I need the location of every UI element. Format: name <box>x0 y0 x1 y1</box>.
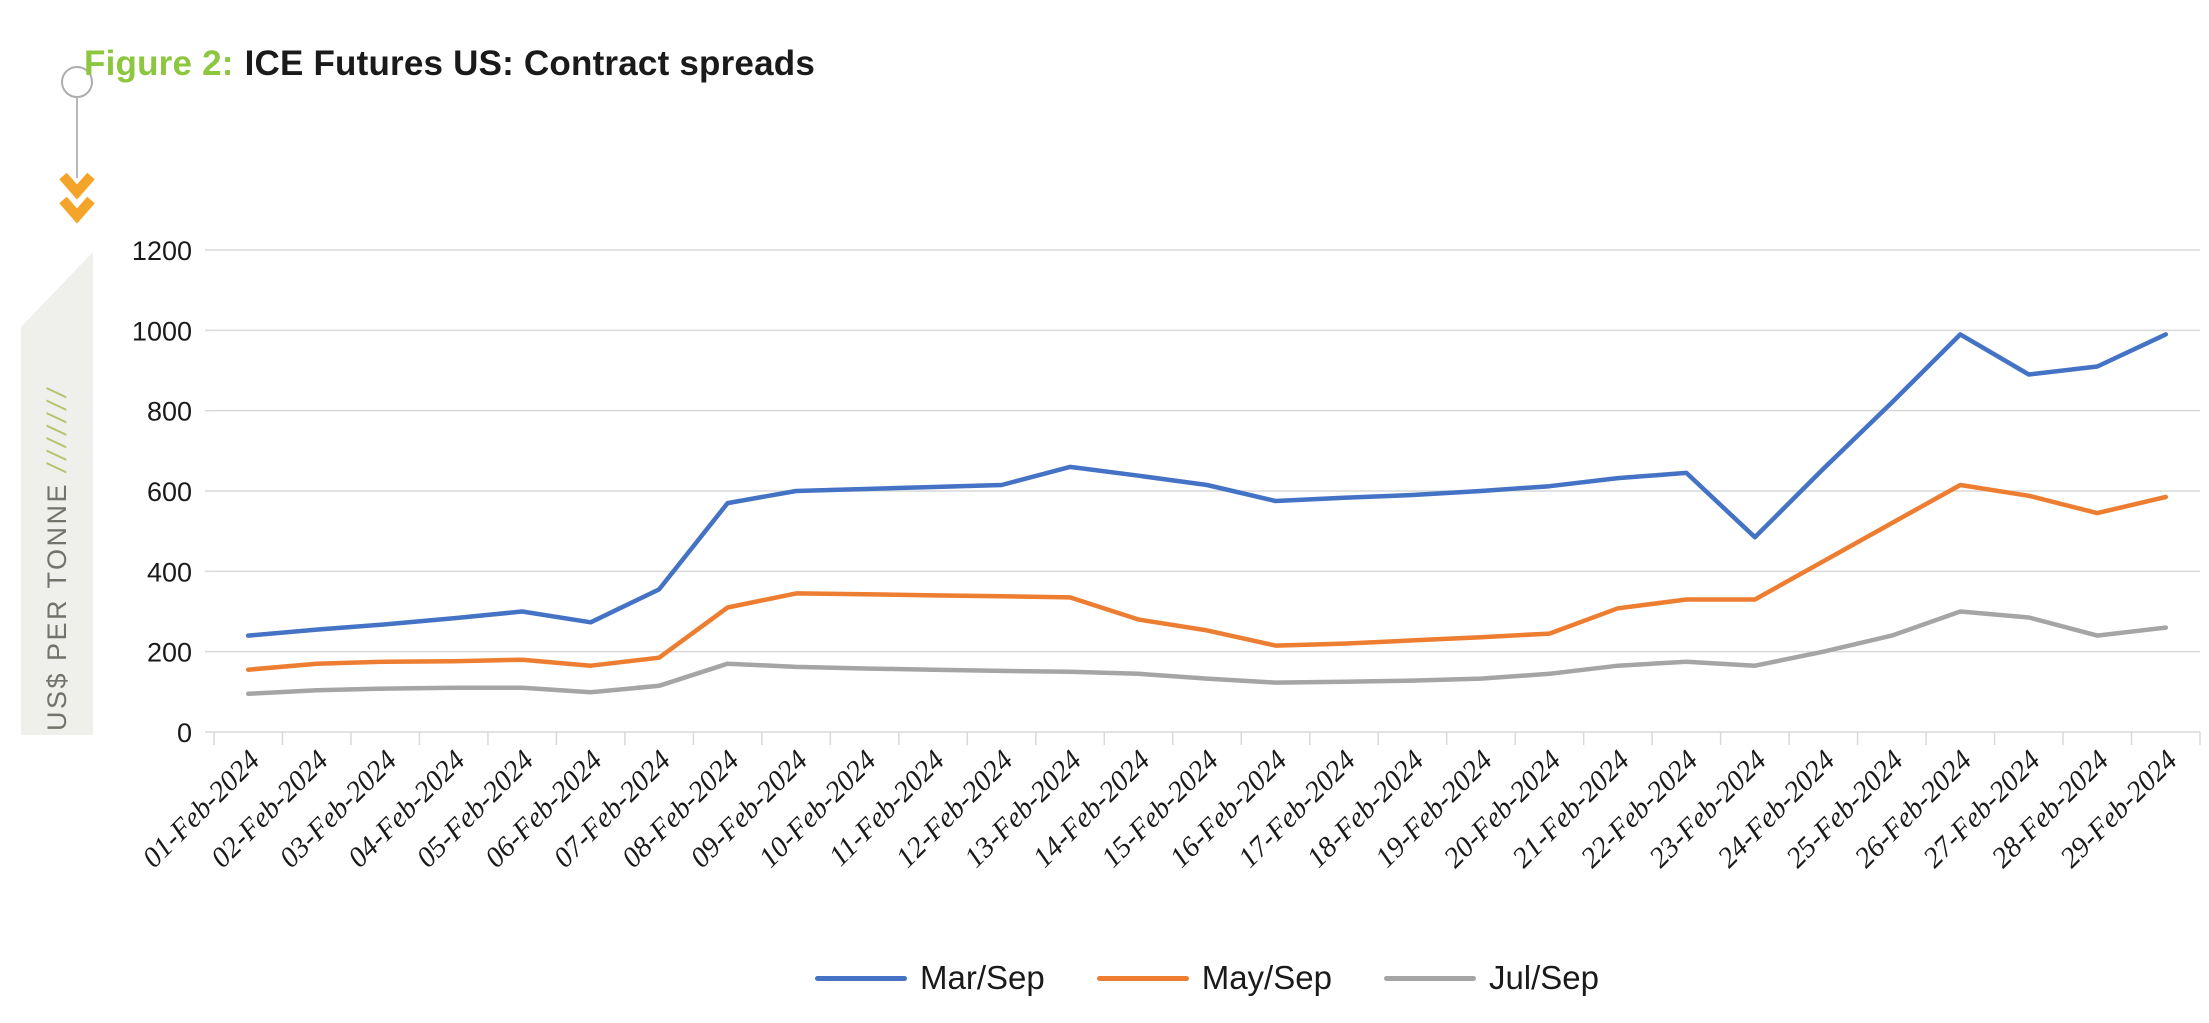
y-tick-labels: 0 200 400 600 800 1000 1200 <box>132 236 192 748</box>
y-axis-band <box>21 252 93 735</box>
y-tick-label: 600 <box>147 477 192 507</box>
x-tick-labels: 01-Feb-202402-Feb-202403-Feb-202404-Feb-… <box>137 744 2184 874</box>
legend-item-mar-sep: Mar/Sep <box>814 959 1045 997</box>
series-line-mar-sep <box>245 332 2169 638</box>
y-tick-label: 400 <box>147 557 192 587</box>
figure-number-label: Figure 2: <box>84 44 234 83</box>
figure-title-text: ICE Futures US: Contract spreads <box>244 44 815 83</box>
legend-label: Mar/Sep <box>919 959 1045 996</box>
y-tick-label: 0 <box>177 718 192 748</box>
legend-item-may-sep: May/Sep <box>1096 959 1332 997</box>
left-decoration <box>21 66 95 735</box>
page-title: Figure 2: ICE Futures US: Contract spread… <box>84 44 815 84</box>
chevron-down-icon <box>59 172 95 200</box>
legend-swatch <box>1383 975 1476 981</box>
y-tick-label: 800 <box>147 397 192 427</box>
legend-swatch <box>814 975 907 981</box>
legend-item-jul-sep: Jul/Sep <box>1383 959 1600 997</box>
chevron-down-icon <box>59 196 95 224</box>
legend-label: Jul/Sep <box>1488 959 1600 996</box>
gridlines <box>205 249 2200 733</box>
x-axis-ticks <box>213 732 2201 745</box>
series-line-jul-sep <box>245 609 2169 697</box>
y-tick-label: 1200 <box>132 236 192 266</box>
y-tick-label: 1000 <box>132 316 192 346</box>
series-line-may-sep <box>245 482 2169 672</box>
legend-swatch <box>1096 975 1189 981</box>
chart-legend: Mar/Sep May/Sep Jul/Sep <box>214 952 2200 1004</box>
y-tick-label: 200 <box>147 638 192 668</box>
legend-label: May/Sep <box>1201 959 1332 996</box>
